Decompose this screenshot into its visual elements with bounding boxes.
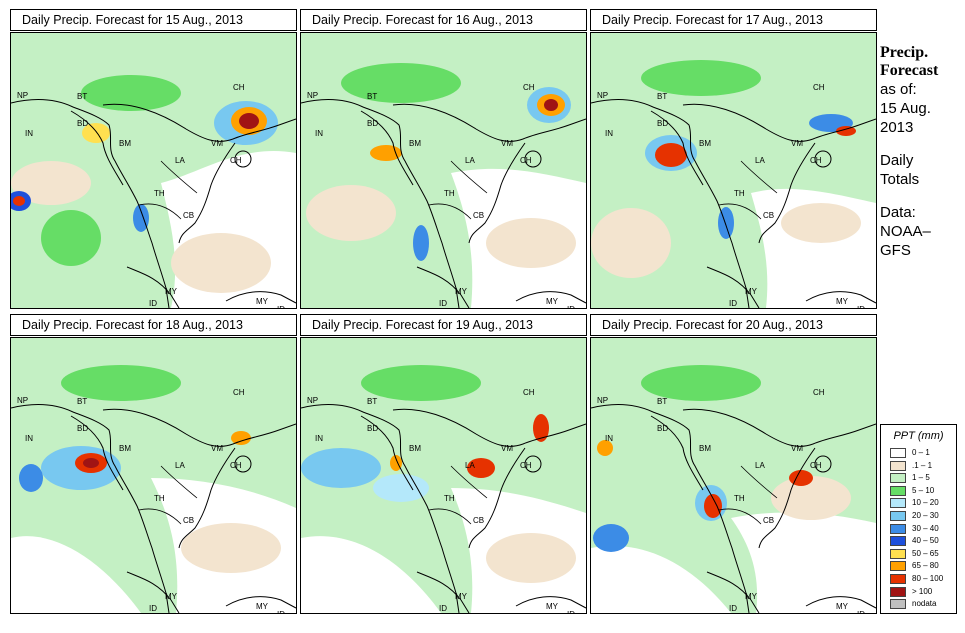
precip-field bbox=[591, 338, 876, 613]
legend-swatch bbox=[890, 511, 906, 521]
panel-title: Daily Precip. Forecast for 19 Aug., 2013 bbox=[300, 314, 587, 336]
panel-title: Daily Precip. Forecast for 17 Aug., 2013 bbox=[590, 9, 877, 31]
legend-item: 10 – 20 bbox=[890, 497, 956, 509]
legend-label: 80 – 100 bbox=[912, 574, 944, 583]
legend-swatch bbox=[890, 561, 906, 572]
legend-label: nodata bbox=[912, 599, 937, 609]
legend-label: 1 – 5 bbox=[912, 473, 930, 483]
legend-label: 20 – 30 bbox=[912, 511, 939, 520]
forecast-panel-day1: Daily Precip. Forecast for 15 Aug., 2013 bbox=[10, 9, 297, 309]
precip-map bbox=[300, 337, 587, 614]
precip-field bbox=[301, 338, 586, 613]
precip-field bbox=[11, 33, 296, 308]
legend-item: 20 – 30 bbox=[890, 510, 956, 522]
forecast-panel-day3: Daily Precip. Forecast for 17 Aug., 2013 bbox=[590, 9, 877, 309]
legend-label: 10 – 20 bbox=[912, 498, 939, 508]
precip-legend: PPT (mm) 0 – 1 .1 – 1 1 – 5 5 – 10 10 – 20 20… bbox=[880, 424, 957, 614]
legend-label: 40 – 50 bbox=[912, 536, 939, 546]
legend-item: 5 – 10 bbox=[890, 485, 956, 497]
source-name: NOAA– bbox=[880, 223, 931, 240]
legend-swatch bbox=[890, 548, 906, 559]
forecast-panel-day6: Daily Precip. Forecast for 20 Aug., 2013 bbox=[590, 314, 877, 614]
legend-item: 80 – 100 bbox=[890, 573, 956, 585]
legend-item: 30 – 40 bbox=[890, 523, 956, 535]
legend-item: 0 – 1 bbox=[890, 447, 956, 459]
forecast-info-sidebar: Precip. Forecast as of: 15 Aug. 2013 Dai… bbox=[880, 44, 965, 260]
precip-field bbox=[301, 33, 586, 308]
legend-title: PPT (mm) bbox=[893, 430, 944, 442]
precip-field bbox=[11, 338, 296, 613]
legend-label: 30 – 40 bbox=[912, 523, 939, 533]
legend-item: 1 – 5 bbox=[890, 472, 956, 484]
legend-swatch bbox=[890, 473, 906, 484]
source-model: GFS bbox=[880, 242, 911, 259]
panel-title: Daily Precip. Forecast for 16 Aug., 2013 bbox=[300, 9, 587, 31]
legend-label: > 100 bbox=[912, 586, 933, 596]
legend-item: 65 – 80 bbox=[890, 560, 956, 572]
legend-swatch bbox=[890, 523, 906, 534]
asof-date: 15 Aug. bbox=[880, 100, 931, 117]
legend-label: 50 – 65 bbox=[912, 548, 939, 558]
legend-label: 0 – 1 bbox=[912, 448, 930, 457]
legend-swatch bbox=[890, 448, 906, 458]
legend-item: 40 – 50 bbox=[890, 535, 956, 547]
asof-label: as of: bbox=[880, 81, 917, 98]
heading-line-2: Forecast bbox=[880, 62, 939, 79]
asof-year: 2013 bbox=[880, 119, 914, 136]
heading-line-1: Precip. bbox=[880, 44, 929, 61]
panel-title: Daily Precip. Forecast for 18 Aug., 2013 bbox=[10, 314, 297, 336]
precip-map bbox=[10, 32, 297, 309]
precip-field bbox=[591, 33, 876, 308]
legend-item: > 100 bbox=[890, 586, 956, 598]
precip-map bbox=[590, 32, 877, 309]
legend-swatch bbox=[890, 599, 906, 610]
legend-item: .1 – 1 bbox=[890, 460, 956, 472]
forecast-panel-day5: Daily Precip. Forecast for 19 Aug., 2013 bbox=[300, 314, 587, 614]
precip-map bbox=[300, 32, 587, 309]
legend-swatch bbox=[890, 498, 906, 509]
legend-label: 5 – 10 bbox=[912, 485, 935, 495]
legend-swatch bbox=[890, 574, 906, 584]
source-label: Data: bbox=[880, 204, 916, 221]
precip-map bbox=[590, 337, 877, 614]
panel-title: Daily Precip. Forecast for 15 Aug., 2013 bbox=[10, 9, 297, 31]
precip-map bbox=[10, 337, 297, 614]
totals-line-1: Daily bbox=[880, 152, 914, 169]
legend-label: 65 – 80 bbox=[912, 561, 939, 571]
legend-item: 50 – 65 bbox=[890, 548, 956, 560]
totals-line-2: Totals bbox=[880, 171, 920, 188]
legend-swatch bbox=[890, 460, 906, 471]
panel-title: Daily Precip. Forecast for 20 Aug., 2013 bbox=[590, 314, 877, 336]
forecast-panel-day2: Daily Precip. Forecast for 16 Aug., 2013 bbox=[300, 9, 587, 309]
legend-swatch bbox=[890, 536, 906, 547]
legend-item: nodata bbox=[890, 598, 956, 610]
legend-swatch bbox=[890, 485, 906, 496]
forecast-panel-day4: Daily Precip. Forecast for 18 Aug., 2013 bbox=[10, 314, 297, 614]
legend-label: .1 – 1 bbox=[912, 460, 933, 470]
legend-swatch bbox=[890, 586, 906, 597]
